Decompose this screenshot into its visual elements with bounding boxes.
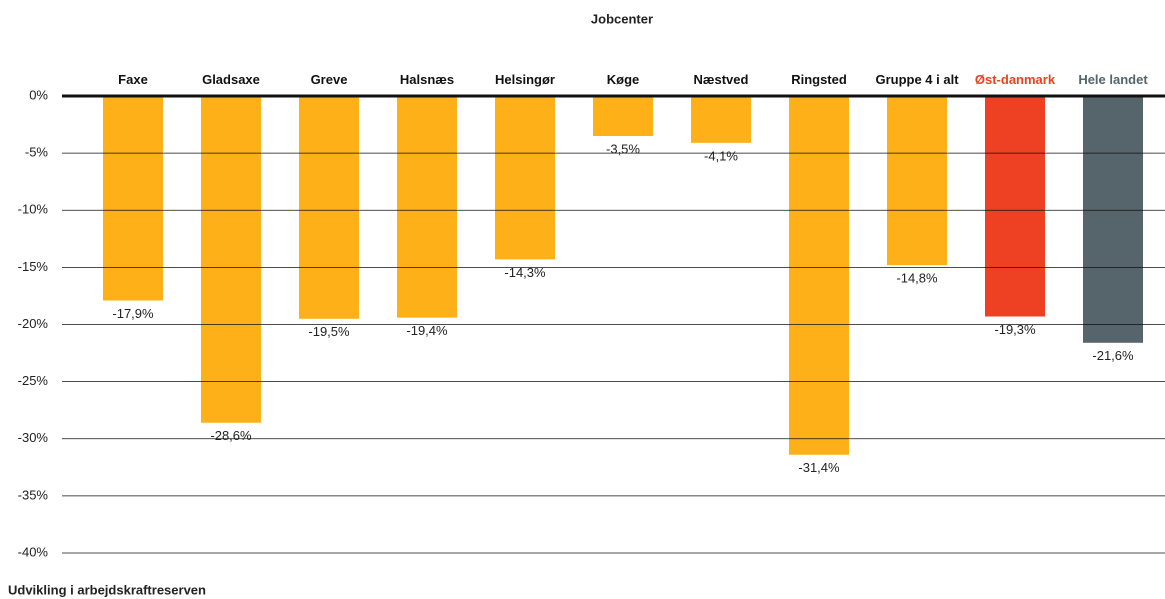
bar [397, 96, 457, 318]
category-label: Køge [606, 72, 640, 87]
category-label: Gruppe 4 i alt [875, 72, 959, 87]
y-tick-label: -35% [18, 487, 49, 502]
category-label: Faxe [118, 72, 148, 87]
value-label: -14,8% [896, 271, 938, 286]
category-label: Øst-danmark [974, 72, 1056, 87]
bar [985, 96, 1045, 317]
value-label: -4,1% [704, 148, 738, 163]
value-label: -17,9% [112, 306, 154, 321]
y-tick-label: -10% [18, 202, 49, 217]
bar [495, 96, 555, 260]
bar [691, 96, 751, 143]
bar [887, 96, 947, 266]
category-label: Hele landet [1078, 72, 1148, 87]
value-label: -3,5% [606, 141, 640, 156]
x-axis-label: Udvikling i arbejdskraftreserven [8, 582, 206, 597]
value-label: -28,6% [210, 428, 252, 443]
category-label: Næstved [693, 72, 749, 87]
y-tick-label: 0% [29, 87, 48, 102]
value-label: -19,3% [994, 322, 1036, 337]
category-label: Greve [310, 72, 348, 87]
value-label: -21,6% [1092, 348, 1134, 363]
value-label: -19,4% [406, 323, 448, 338]
category-label: Ringsted [791, 72, 847, 87]
y-tick-label: -5% [25, 145, 49, 160]
value-label: -19,5% [308, 324, 350, 339]
bar [593, 96, 653, 136]
category-label: Gladsaxe [202, 72, 260, 87]
y-tick-label: -40% [18, 544, 49, 559]
y-tick-label: -25% [18, 373, 49, 388]
bar [103, 96, 163, 301]
category-label: Helsingør [495, 72, 555, 87]
bar [789, 96, 849, 455]
bar [1083, 96, 1143, 343]
y-tick-label: -15% [18, 259, 49, 274]
value-label: -31,4% [798, 460, 840, 475]
category-label: Halsnæs [399, 72, 455, 87]
y-tick-label: -20% [18, 316, 49, 331]
y-tick-label: -30% [18, 430, 49, 445]
chart-title: Jobcenter [591, 11, 653, 26]
bar [299, 96, 359, 319]
value-label: -14,3% [504, 265, 546, 280]
bar [201, 96, 261, 423]
